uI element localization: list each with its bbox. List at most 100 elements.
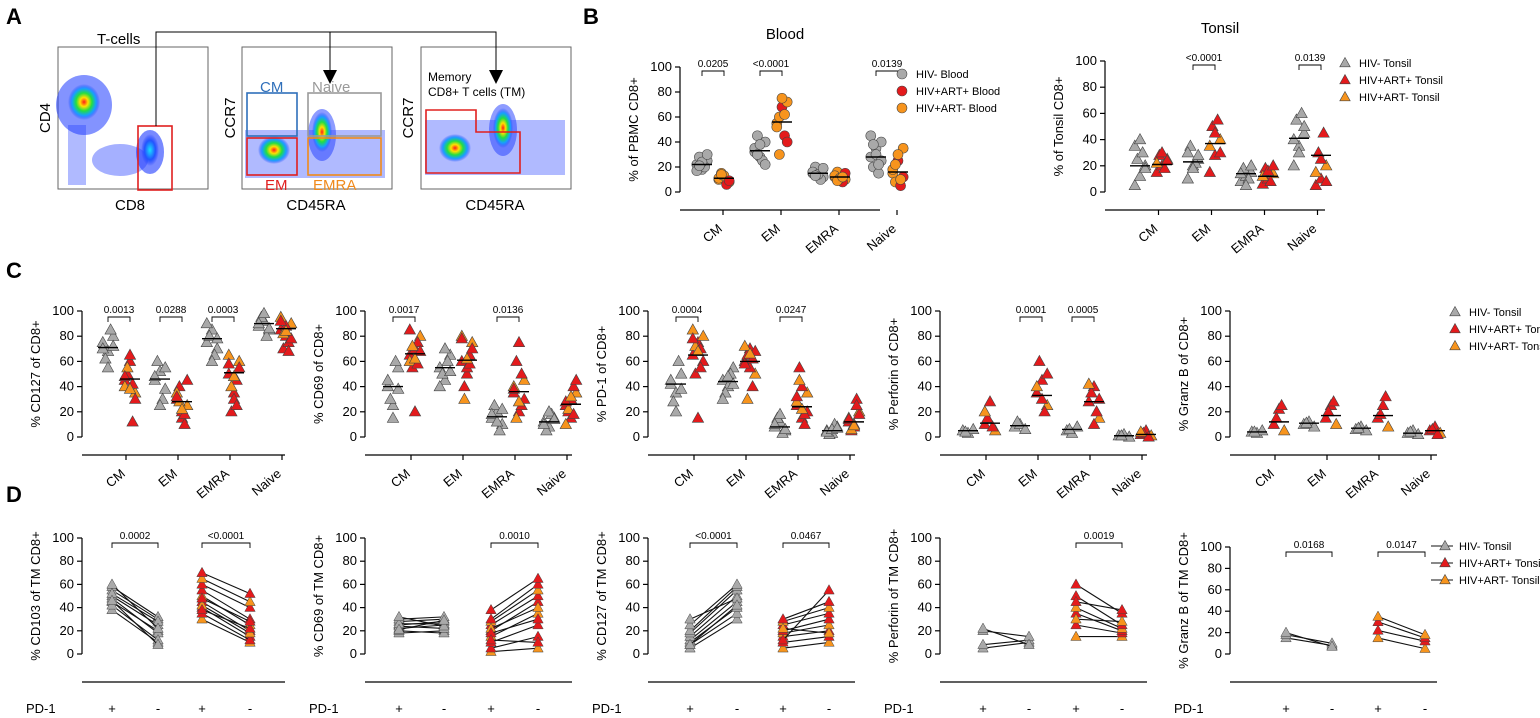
significance-bracket: [1192, 64, 1216, 70]
data-point: [1234, 167, 1248, 179]
y-tick-label: 80: [1208, 328, 1222, 343]
y-tick-label: 100: [1200, 303, 1222, 318]
y-tick-label: 60: [1208, 582, 1222, 597]
data-point: [895, 174, 906, 185]
data-point: [438, 373, 452, 385]
flow-gate-emra: [307, 137, 382, 176]
data-point: [393, 610, 405, 621]
y-tick-label: 80: [343, 328, 357, 343]
data-point: [721, 369, 735, 382]
data-point: [1181, 146, 1195, 158]
y-tick-label: 40: [60, 600, 74, 615]
legend-label: HIV+ART+ Tonsil: [1459, 558, 1540, 570]
y-axis-title: % CD103 of TM CD8+: [28, 531, 43, 660]
chart-d2: 0 20 40 60 80 100 % CD69 of TM CD8+ PD-1 + - + - 0.0…: [309, 530, 572, 716]
data-point: [1085, 386, 1098, 398]
y-axis-title: % CD127 of CD8+: [28, 320, 43, 427]
y-tick-label: 60: [343, 353, 357, 368]
data-point: [532, 618, 544, 630]
significance-bracket: [689, 542, 738, 548]
data-point: [485, 603, 497, 615]
y-tick-label: 80: [918, 328, 932, 343]
p-value-label: 0.0288: [156, 305, 187, 316]
data-point: [196, 578, 208, 589]
chart-c2: 0 20 40 60 80 100 % CD69 of CD8+ CM EM EMRA Naive 0…: [311, 303, 583, 501]
data-point: [205, 354, 219, 366]
data-point: [1070, 618, 1082, 630]
pair-line: [111, 589, 159, 620]
pd1-row-label: PD-1: [592, 701, 622, 716]
x-tick-label: Naive: [534, 466, 569, 499]
data-point: [1136, 146, 1149, 158]
flow-plot-1-xlabel: CD8: [115, 197, 145, 214]
pair-line: [111, 600, 159, 646]
legend-label: HIV+ART+ Tonsil: [1469, 324, 1540, 336]
data-point: [244, 615, 256, 626]
pair-line: [490, 578, 539, 611]
p-value-label: 0.0001: [1016, 305, 1047, 316]
data-point: [672, 354, 685, 366]
significance-bracket: [701, 70, 725, 76]
pair-line: [398, 630, 445, 634]
data-point: [793, 361, 806, 373]
chart-title: Tonsil: [1201, 20, 1239, 37]
data-point: [196, 592, 208, 603]
x-tick-label: -: [1027, 701, 1031, 716]
y-tick-label: 40: [60, 379, 74, 394]
pair-line: [490, 601, 539, 632]
flow-plot-3-title-line2: CD8+ T cells (TM): [428, 85, 525, 99]
y-tick-label: 0: [925, 646, 932, 661]
pair-line: [689, 589, 738, 634]
data-point: [196, 613, 208, 624]
data-point: [1379, 390, 1392, 402]
pair-line: [689, 604, 738, 646]
y-tick-label: 20: [1208, 404, 1222, 419]
legend-marker: [1439, 539, 1451, 551]
y-axis-title: % Perforin of TM CD8+: [886, 529, 901, 664]
pair-line: [490, 589, 539, 622]
data-point: [771, 121, 783, 133]
pair-line: [398, 619, 445, 631]
data-point: [873, 159, 884, 170]
data-point: [731, 599, 743, 610]
data-point: [823, 595, 835, 606]
p-value-label: <0.0001: [753, 59, 790, 70]
y-tick-label: 100: [1200, 539, 1222, 554]
data-point: [386, 411, 400, 423]
chart-c3: 0 20 40 60 80 100 % PD-1 of CD8+ CM EM EMRA Naive 0…: [594, 303, 866, 501]
legend-label: HIV- Blood: [916, 69, 969, 81]
flow-gate-naive-label: Naive: [312, 79, 350, 96]
data-point: [1292, 146, 1306, 158]
data-point: [741, 392, 754, 404]
data-point: [847, 419, 861, 431]
data-point: [443, 364, 457, 376]
x-tick-label: +: [1282, 701, 1290, 716]
pair-line: [201, 612, 251, 641]
pair-line: [490, 607, 539, 629]
pair-line: [689, 612, 738, 646]
data-point: [106, 578, 118, 589]
data-point: [152, 622, 164, 633]
data-point: [978, 405, 992, 417]
p-value-label: <0.0001: [1186, 53, 1223, 64]
data-point: [106, 594, 118, 605]
data-point: [547, 412, 561, 424]
data-point: [260, 329, 273, 341]
pair-line: [490, 639, 539, 643]
data-point: [1128, 178, 1142, 190]
data-point: [1203, 165, 1217, 177]
x-tick-label: -: [735, 701, 739, 716]
data-point: [674, 382, 688, 394]
pd1-row-label: PD-1: [884, 701, 914, 716]
pair-line: [111, 595, 159, 626]
data-point: [458, 379, 471, 392]
data-point: [1035, 392, 1049, 404]
data-point: [1314, 152, 1328, 164]
pair-line: [201, 572, 251, 595]
data-point: [1213, 146, 1227, 158]
y-tick-label: 60: [658, 109, 672, 124]
data-point: [1317, 126, 1330, 138]
y-tick-label: 100: [335, 530, 357, 545]
data-point: [752, 149, 763, 160]
data-point: [1352, 421, 1365, 433]
